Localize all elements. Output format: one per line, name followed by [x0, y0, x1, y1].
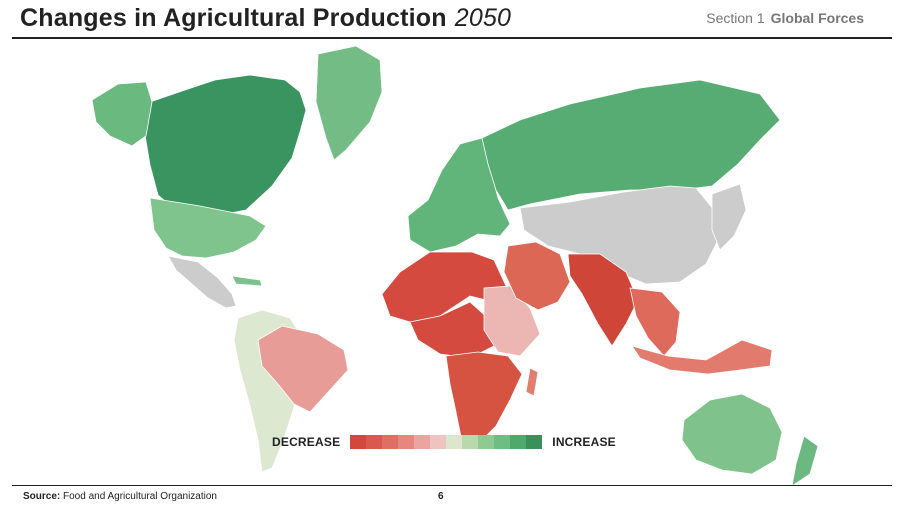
footer-rule [12, 485, 892, 486]
legend-color-scale [350, 435, 543, 449]
page-number: 6 [438, 491, 444, 502]
region-caribbean [231, 275, 263, 287]
legend-swatch [494, 435, 511, 449]
region-alaska [91, 81, 153, 147]
section-label: Section 1 Global Forces [706, 10, 864, 26]
legend-swatch [350, 435, 367, 449]
header: Changes in Agricultural Production 2050 S… [12, 0, 892, 36]
source-label: Source: [23, 491, 61, 502]
legend-swatch [510, 435, 527, 449]
region-central-asia-china [519, 185, 719, 285]
title-year: 2050 [454, 4, 512, 32]
region-india [567, 253, 639, 347]
page-title: Changes in Agricultural Production 2050 [20, 4, 511, 33]
footer-source: Source: Food and Agricultural Organizati… [23, 491, 217, 502]
section-number: Section 1 [706, 10, 765, 26]
legend-swatch [430, 435, 447, 449]
region-north-africa [381, 251, 507, 323]
source-text: Food and Agricultural Organization [63, 491, 217, 502]
region-australia [681, 393, 783, 475]
legend: DECREASE INCREASE [272, 433, 616, 451]
world-map [91, 45, 819, 485]
region-madagascar [525, 367, 539, 397]
region-middle-east [503, 241, 571, 311]
legend-increase-label: INCREASE [552, 435, 616, 449]
legend-swatch [446, 435, 463, 449]
region-europe [407, 137, 511, 253]
region-new-zealand [791, 435, 819, 485]
region-southeast-asia [629, 287, 681, 357]
legend-swatch [366, 435, 383, 449]
section-name: Global Forces [770, 10, 864, 26]
legend-decrease-label: DECREASE [272, 435, 341, 449]
region-brazil [257, 325, 349, 413]
legend-swatch [382, 435, 399, 449]
region-indonesia [631, 339, 773, 375]
region-canada [144, 74, 307, 217]
legend-swatch [398, 435, 415, 449]
region-japan-korea [711, 183, 747, 251]
region-greenland [315, 45, 383, 161]
region-russia [481, 79, 781, 211]
region-southern-africa [445, 351, 523, 445]
header-rule [12, 37, 892, 39]
region-mexico-central-america [167, 255, 237, 309]
title-text: Changes in Agricultural Production [20, 4, 447, 32]
region-united-states [149, 197, 267, 259]
legend-swatch [478, 435, 495, 449]
legend-swatch [462, 435, 479, 449]
legend-swatch [526, 435, 543, 449]
legend-swatch [414, 435, 431, 449]
